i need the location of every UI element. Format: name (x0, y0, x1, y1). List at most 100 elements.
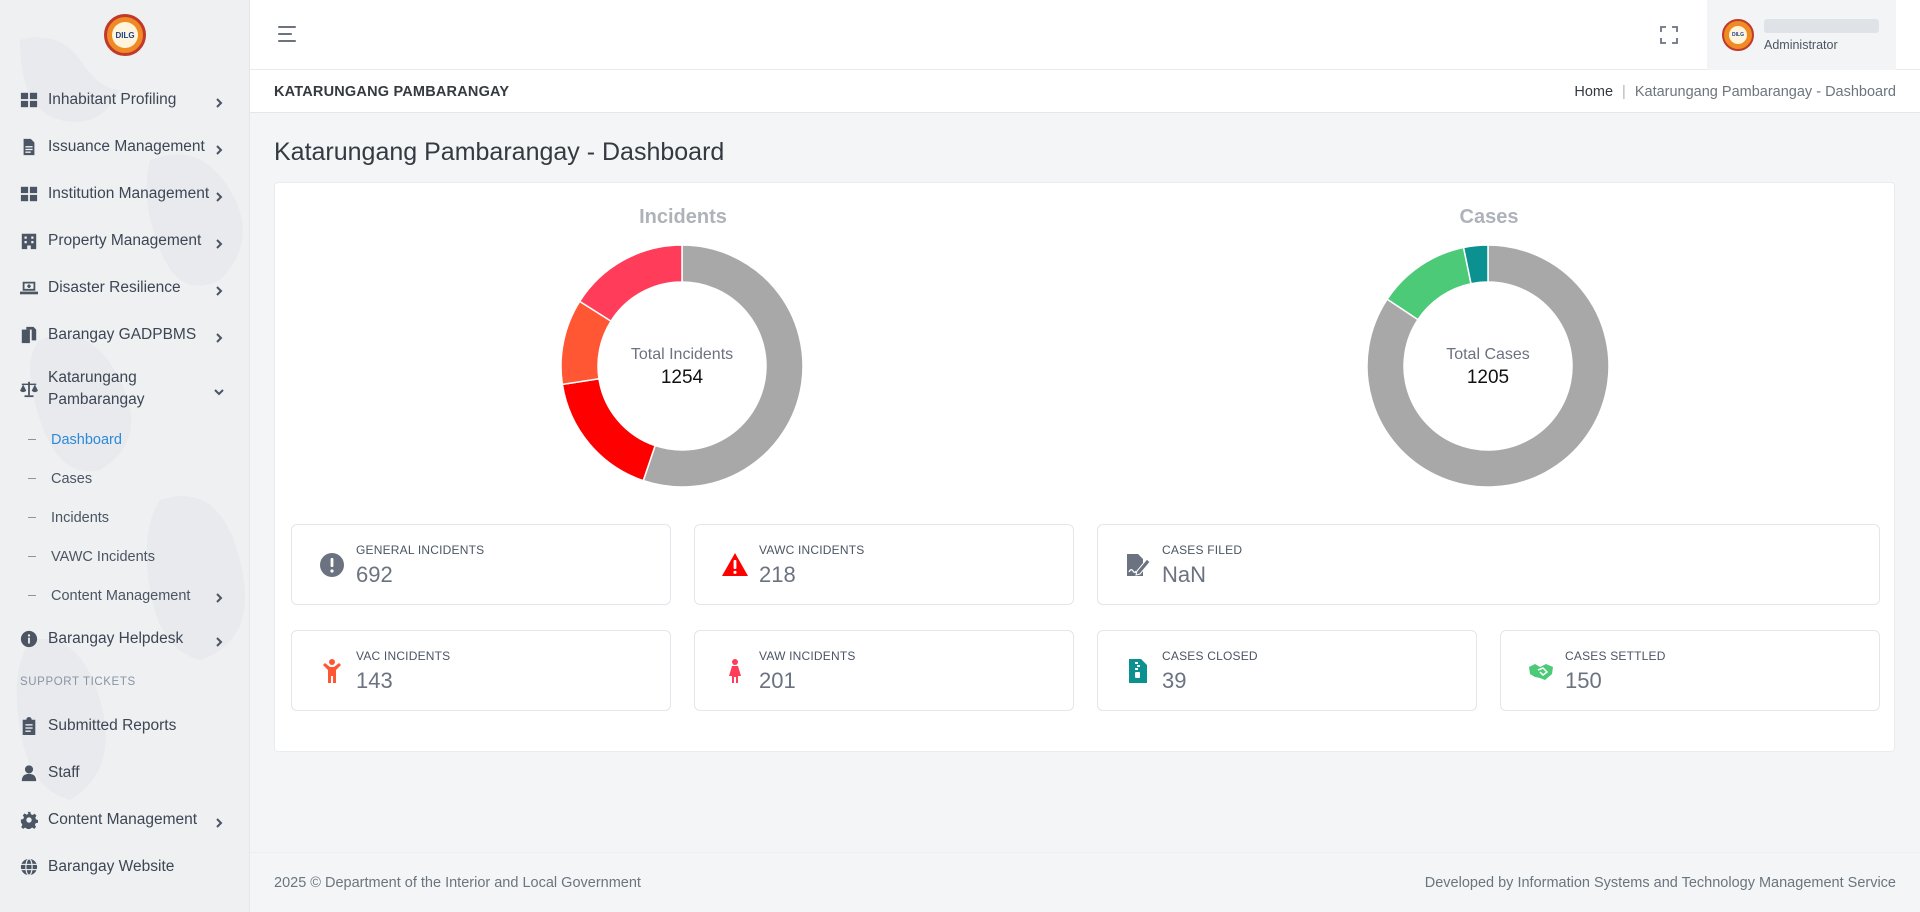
menu-toggle-icon[interactable] (278, 24, 300, 44)
submenu-item-dashboard[interactable]: Dashboard (28, 420, 249, 459)
gear-icon (19, 810, 39, 830)
sidebar-item-barangay-website[interactable]: Barangay Website (0, 843, 249, 890)
sidebar: DILG Inhabitant Profiling Issuance Manag… (0, 0, 250, 912)
sidebar-item-issuance-management[interactable]: Issuance Management (0, 123, 249, 170)
submenu-dash (28, 517, 36, 518)
sidebar-item-institution-management[interactable]: Institution Management (0, 170, 249, 217)
stat-label: CASES CLOSED (1162, 649, 1258, 663)
submenu-label: VAWC Incidents (51, 548, 155, 565)
sidebar-item-content-management[interactable]: Content Management (0, 796, 249, 843)
handshake-icon (1527, 657, 1555, 685)
sidebar-item-label: Staff (48, 763, 80, 781)
chevron-right-icon (214, 330, 224, 343)
sidebar-item-label: Submitted Reports (48, 716, 177, 734)
footer-copyright: 2025 © Department of the Interior and Lo… (274, 875, 641, 891)
submenu-label: Incidents (51, 509, 110, 526)
building-icon (19, 231, 39, 251)
submenu-item-content-management[interactable]: Content Management (28, 576, 249, 615)
breadcrumb: Home | Katarungang Pambarangay - Dashboa… (1574, 84, 1896, 100)
incidents-slice-vaw-incidents[interactable] (578, 244, 683, 323)
sidebar-item-label: Institution Management (48, 184, 210, 202)
fullscreen-icon[interactable] (1659, 25, 1679, 45)
dilg-logo[interactable]: DILG (104, 14, 146, 56)
stat-cases-closed[interactable]: CASES CLOSED 39 (1097, 630, 1477, 711)
sidebar-item-label: Barangay Website (48, 857, 175, 875)
stat-label: VAW INCIDENTS (759, 649, 856, 663)
stat-cases-settled[interactable]: CASES SETTLED 150 (1500, 630, 1880, 711)
child-icon (318, 657, 346, 685)
user-meta: Administrator (1764, 18, 1879, 52)
stat-label: CASES SETTLED (1565, 649, 1666, 663)
sidebar-item-property-management[interactable]: Property Management (0, 217, 249, 264)
sidebar-item-submitted-reports[interactable]: Submitted Reports (0, 702, 249, 749)
copy-icon (19, 325, 39, 345)
document-icon (19, 137, 39, 157)
chevron-right-icon (214, 95, 224, 108)
cases-chart-title: Cases (1459, 206, 1519, 228)
sidebar-item-staff[interactable]: Staff (0, 749, 249, 796)
sidebar-item-katarungang-pambarangay[interactable]: Katarungang Pambarangay (0, 358, 249, 420)
globe-icon (19, 857, 39, 877)
incidents-center-label: Total Incidents (631, 346, 733, 363)
sidebar-item-label: Property Management (48, 231, 202, 249)
sidebar-item-barangay-helpdesk[interactable]: Barangay Helpdesk (0, 615, 249, 662)
support-tickets-heading: SUPPORT TICKETS (20, 676, 136, 688)
stat-value: 143 (356, 668, 393, 693)
dashboard-card: Incidents Total Incidents 1254 Cases Tot… (274, 182, 1895, 752)
incidents-chart-title: Incidents (639, 206, 727, 228)
page-title: Katarungang Pambarangay - Dashboard (274, 138, 725, 166)
grid-icon (19, 90, 39, 110)
stat-vawc-incidents[interactable]: VAWC INCIDENTS 218 (694, 524, 1074, 605)
grid-icon (19, 184, 39, 204)
exclamation-circle-icon (318, 551, 346, 579)
submenu-label: Dashboard (51, 431, 122, 448)
topbar: DILG Administrator (250, 0, 1920, 70)
stat-value: 218 (759, 562, 796, 587)
map-background (16, 37, 245, 800)
user-menu[interactable]: DILG Administrator (1707, 0, 1896, 70)
info-icon (19, 629, 39, 649)
user-name-redacted (1764, 18, 1879, 33)
submenu-item-cases[interactable]: Cases (28, 459, 249, 498)
footer-credits: Developed by Information Systems and Tec… (1424, 875, 1896, 891)
female-icon (721, 657, 749, 685)
incidents-slice-general-incidents[interactable] (642, 244, 804, 488)
chevron-right-icon (214, 142, 224, 155)
chevron-right-icon (214, 236, 224, 249)
stat-value: 692 (356, 562, 393, 587)
submenu-item-vawc-incidents[interactable]: VAWC Incidents (28, 537, 249, 576)
stat-vaw-incidents[interactable]: VAW INCIDENTS 201 (694, 630, 1074, 711)
incidents-center-value: 1254 (661, 367, 704, 388)
laptop-plus-icon (19, 278, 39, 298)
sidebar-item-label: Issuance Management (48, 137, 205, 155)
avatar: DILG (1722, 19, 1754, 51)
breadcrumb-current: Katarungang Pambarangay - Dashboard (1634, 84, 1896, 100)
sidebar-item-inhabitant-profiling[interactable]: Inhabitant Profiling (0, 76, 249, 123)
chevron-right-icon (214, 283, 224, 296)
breadcrumb-separator: | (1622, 84, 1626, 100)
chevron-down-icon (214, 384, 224, 396)
logo-text: DILG (112, 22, 138, 48)
stat-cases-filed[interactable]: CASES FILED NaN (1097, 524, 1880, 605)
cases-slice-cases-filed[interactable] (1366, 244, 1610, 488)
breadcrumb-home-link[interactable]: Home (1574, 84, 1614, 100)
chevron-right-icon (214, 189, 224, 202)
incidents-slice-vawc-incidents[interactable] (561, 377, 657, 482)
stat-label: VAWC INCIDENTS (759, 543, 865, 557)
stat-vac-incidents[interactable]: VAC INCIDENTS 143 (291, 630, 671, 711)
submenu-item-incidents[interactable]: Incidents (28, 498, 249, 537)
sidebar-item-disaster-resilience[interactable]: Disaster Resilience (0, 264, 249, 311)
clipboard-icon (19, 716, 39, 736)
stat-value: NaN (1162, 562, 1207, 587)
sidebar-item-barangay-gadpbms[interactable]: Barangay GADPBMS (0, 311, 249, 358)
sidebar-item-label: Barangay Helpdesk (48, 629, 184, 647)
incidents-donut-chart: Total Incidents 1254 (560, 244, 804, 488)
stat-value: 150 (1565, 668, 1602, 693)
footer: 2025 © Department of the Interior and Lo… (250, 852, 1920, 912)
cases-slice-cases-closed[interactable] (1462, 244, 1489, 285)
sidebar-menu: Inhabitant Profiling Issuance Management… (0, 76, 249, 890)
stat-general-incidents[interactable]: GENERAL INCIDENTS 692 (291, 524, 671, 605)
avatar-logo-text: DILG (1729, 26, 1747, 44)
cases-center-value: 1205 (1467, 367, 1509, 388)
submenu-label: Content Management (51, 587, 191, 604)
